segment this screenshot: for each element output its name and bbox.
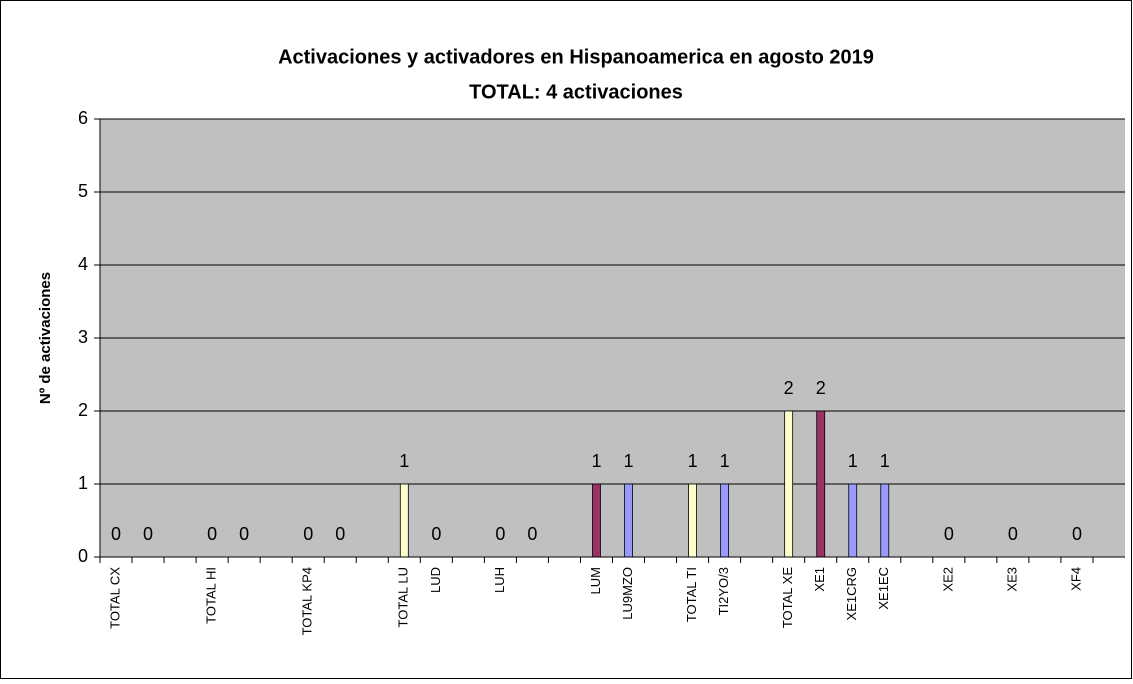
x-tick-label: XF4 — [1068, 567, 1083, 591]
x-tick-label: XE1CRG — [844, 567, 859, 620]
data-label: 0 — [239, 524, 249, 544]
data-label: 0 — [495, 524, 505, 544]
y-tick-label: 6 — [78, 108, 88, 128]
x-tick-label: TOTAL CX — [107, 567, 122, 629]
data-label: 1 — [688, 451, 698, 471]
x-tick-label: XE2 — [940, 567, 955, 592]
x-tick-label: TOTAL LU — [396, 567, 411, 627]
data-label: 0 — [207, 524, 217, 544]
data-label: 1 — [624, 451, 634, 471]
data-label: 0 — [1072, 524, 1082, 544]
data-label: 1 — [880, 451, 890, 471]
bar — [880, 483, 890, 558]
data-label: 1 — [399, 451, 409, 471]
data-label: 0 — [143, 524, 153, 544]
data-label: 0 — [527, 524, 537, 544]
bar — [624, 483, 633, 558]
x-tick-label: TOTAL TI — [684, 567, 699, 622]
data-label: 0 — [431, 524, 441, 544]
x-tick-label: TI2YO/3 — [716, 567, 731, 615]
data-label: 1 — [720, 451, 730, 471]
x-tick-label: TOTAL XE — [780, 567, 795, 628]
data-label: 0 — [944, 524, 954, 544]
bar — [399, 483, 409, 558]
bar — [784, 410, 794, 558]
x-tick-label: LU9MZO — [620, 567, 635, 620]
data-label: 0 — [111, 524, 121, 544]
data-label: 1 — [848, 451, 858, 471]
x-tick-label: TOTAL KP4 — [300, 567, 315, 635]
bar — [592, 483, 601, 558]
y-axis-label: Nº de activaciones — [37, 272, 54, 404]
y-tick-label: 4 — [78, 254, 88, 274]
data-label: 1 — [591, 451, 601, 471]
x-tick-label: LUD — [428, 567, 443, 593]
y-tick-label: 2 — [78, 400, 88, 420]
x-tick-label: LUM — [588, 567, 603, 594]
x-tick-label: XE1 — [812, 567, 827, 592]
y-tick-label: 5 — [78, 181, 88, 201]
data-label: 0 — [303, 524, 313, 544]
y-tick-label: 1 — [78, 473, 88, 493]
data-label: 2 — [816, 378, 826, 398]
chart-title: Activaciones y activadores en Hispanoame… — [278, 46, 874, 68]
x-tick-label: LUH — [492, 567, 507, 593]
x-tick-label: XE1EC — [876, 567, 891, 610]
y-tick-label: 3 — [78, 327, 88, 347]
bar — [816, 410, 826, 558]
bar — [848, 483, 858, 558]
data-label: 0 — [335, 524, 345, 544]
bar — [688, 483, 697, 558]
x-tick-label: TOTAL HI — [204, 567, 219, 624]
bar — [720, 483, 730, 558]
chart-subtitle: TOTAL: 4 activaciones — [469, 81, 683, 103]
x-tick-label: XE3 — [1004, 567, 1019, 592]
y-tick-label: 0 — [78, 546, 88, 566]
data-label: 0 — [1008, 524, 1018, 544]
data-label: 2 — [784, 378, 794, 398]
